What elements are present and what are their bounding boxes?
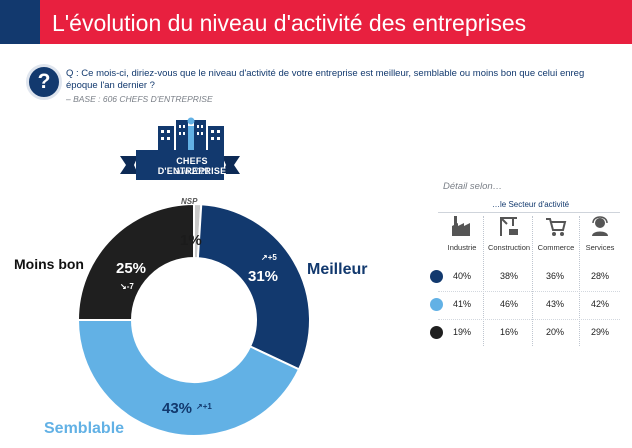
question-line-1: Q : Ce mois-ci, diriez-vous que le nivea… — [66, 68, 585, 79]
evolution-moins-bon: ↘-7 — [120, 282, 134, 291]
question-mark-icon: ? — [26, 64, 62, 100]
value-label-moins-bon: 25% — [116, 260, 147, 277]
column-divider — [579, 216, 580, 346]
evolution-semblable-value: +1 — [202, 402, 212, 411]
cell-moins-bon-services: 29% — [590, 327, 609, 337]
label-semblable: Semblable — [44, 420, 125, 437]
buildings-icon — [158, 117, 224, 150]
cell-semblable-construction: 46% — [499, 299, 518, 309]
label-nsp: NSP — [181, 197, 198, 206]
factory-icon — [452, 216, 470, 236]
cell-meilleur-construction: 38% — [499, 271, 518, 281]
donut-chart — [76, 202, 311, 437]
sector-group-title: …le Secteur d'activité — [492, 200, 570, 209]
column-divider — [532, 216, 533, 346]
evolution-semblable: ↗+1 — [196, 402, 212, 411]
badge-ribbon — [120, 150, 240, 180]
row-legend-dot-meilleur — [430, 270, 443, 283]
value-label-nsp: 1% — [180, 232, 202, 249]
row-separator — [438, 319, 620, 320]
crane-icon — [500, 217, 518, 236]
donut-slice-meilleur — [196, 203, 311, 371]
headset-icon — [592, 216, 608, 236]
cart-icon — [546, 218, 567, 236]
cell-moins-bon-commerce: 20% — [545, 327, 564, 337]
title-bar — [40, 0, 632, 44]
question-text: Q : Ce mois-ci, diriez-vous que le nivea… — [66, 68, 632, 92]
badge-date: Juin 2021 — [174, 167, 210, 176]
donut-slice-moins-bon — [76, 202, 195, 321]
evolution-moins-bon-value: -7 — [126, 282, 134, 291]
donut-slice-semblable — [76, 319, 301, 437]
sector-name-industrie: Industrie — [447, 243, 477, 252]
cell-moins-bon-industrie: 19% — [452, 327, 471, 337]
cell-meilleur-services: 28% — [590, 271, 609, 281]
value-label-semblable: 43% — [162, 400, 193, 417]
cell-semblable-industrie: 41% — [452, 299, 471, 309]
page-title: L'évolution du niveau d'activité des ent… — [52, 10, 527, 36]
row-legend-dot-moins-bon — [430, 326, 443, 339]
sector-divider — [438, 212, 620, 213]
column-divider — [483, 216, 484, 346]
cell-meilleur-industrie: 40% — [452, 271, 471, 281]
evolution-meilleur: ↗+5 — [261, 253, 277, 262]
evolution-meilleur-value: +5 — [267, 253, 277, 262]
sector-name-commerce: Commerce — [537, 243, 575, 252]
row-legend-dot-semblable — [430, 298, 443, 311]
detail-title: Détail selon… — [443, 181, 503, 192]
label-moins-bon: Moins bon — [14, 256, 84, 272]
label-meilleur: Meilleur — [307, 261, 368, 278]
cell-moins-bon-construction: 16% — [499, 327, 518, 337]
sector-name-construction: Construction — [487, 243, 531, 252]
cell-semblable-commerce: 43% — [545, 299, 564, 309]
cell-semblable-services: 42% — [590, 299, 609, 309]
base-note: – BASE : 606 CHEFS D'ENTREPRISE — [66, 94, 213, 104]
value-label-meilleur: 31% — [248, 268, 279, 285]
question-line-2: époque l'an dernier ? — [66, 80, 155, 91]
title-accent-block — [0, 0, 40, 44]
badge-title: CHEFS D'ENTREPRISE — [157, 156, 227, 176]
sector-name-services: Services — [585, 243, 615, 252]
cell-meilleur-commerce: 36% — [545, 271, 564, 281]
row-separator — [438, 291, 620, 292]
